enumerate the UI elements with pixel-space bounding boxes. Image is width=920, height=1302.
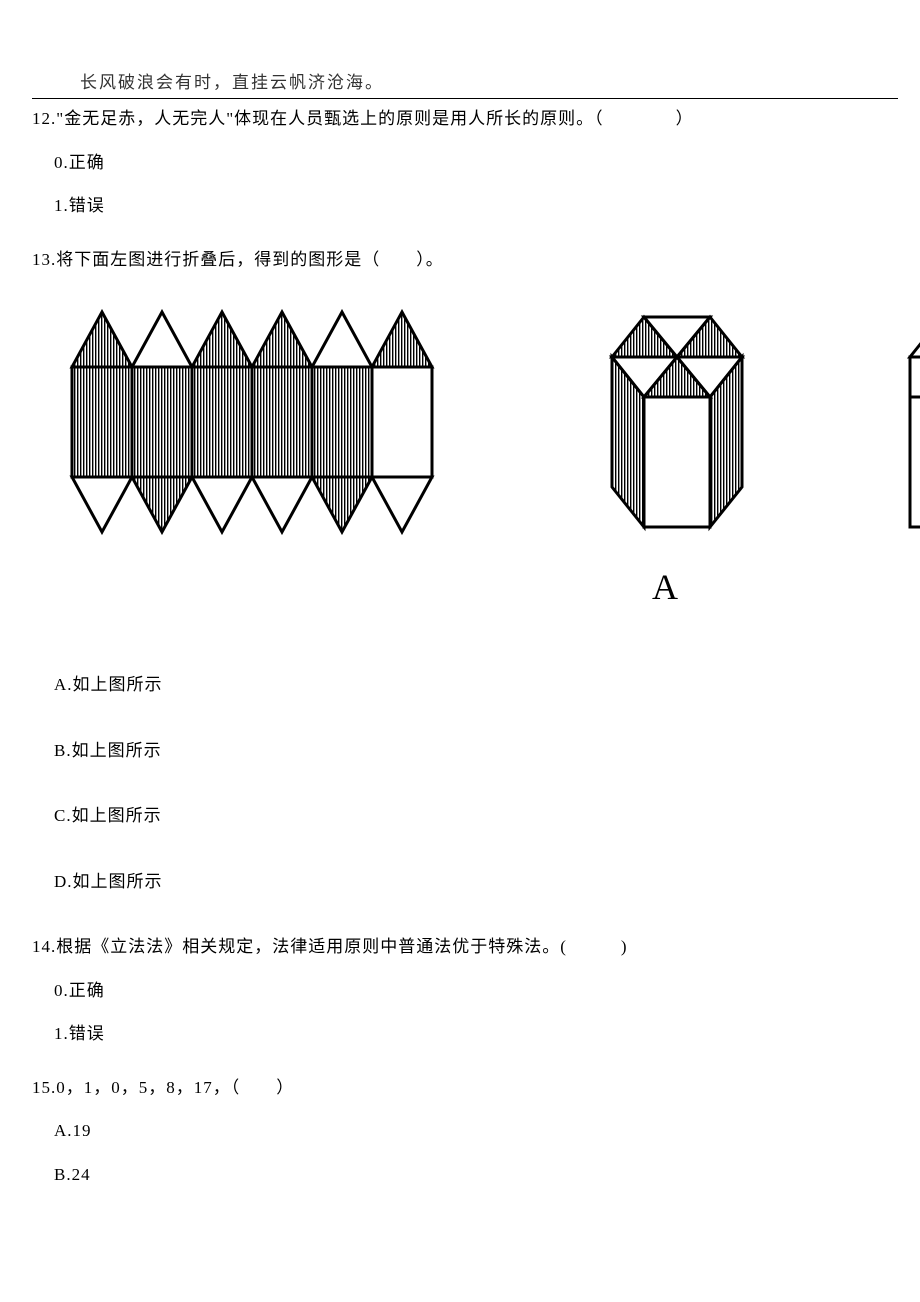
q13-partial-cutoff-figure xyxy=(902,302,920,552)
q15-stem: 15.0，1，0，5，8，17，（ ） xyxy=(32,1075,898,1101)
header-divider xyxy=(32,98,898,99)
q13-option-b: B.如上图所示 xyxy=(54,738,898,764)
q15-option-a: A.19 xyxy=(54,1118,898,1144)
q13-figure-label-a: A xyxy=(652,560,678,614)
q13-option-a: A.如上图所示 xyxy=(54,672,898,698)
q13-unfolded-net-figure xyxy=(62,302,442,542)
q13-option-c: C.如上图所示 xyxy=(54,803,898,829)
q13-folded-prism-figure xyxy=(582,302,772,552)
q14-option-1: 1.错误 xyxy=(54,1021,898,1047)
page-header-quote: 长风破浪会有时，直挂云帆济沧海。 xyxy=(80,68,384,93)
content-area: 12."金无足赤，人无完人"体现在人员甄选上的原则是用人所长的原则。（ ） 0.… xyxy=(32,104,898,1187)
q13-option-d: D.如上图所示 xyxy=(54,869,898,895)
q15-option-b: B.24 xyxy=(54,1162,898,1188)
q12-option-1: 1.错误 xyxy=(54,193,898,219)
q13-stem: 13.将下面左图进行折叠后，得到的图形是（ ）。 xyxy=(32,247,898,273)
q14-option-0: 0.正确 xyxy=(54,978,898,1004)
q12-option-0: 0.正确 xyxy=(54,150,898,176)
q14-stem: 14.根据《立法法》相关规定，法律适用原则中普通法优于特殊法。( ) xyxy=(32,934,898,960)
q13-figure-area: A xyxy=(32,292,898,612)
q12-stem: 12."金无足赤，人无完人"体现在人员甄选上的原则是用人所长的原则。（ ） xyxy=(32,106,898,132)
